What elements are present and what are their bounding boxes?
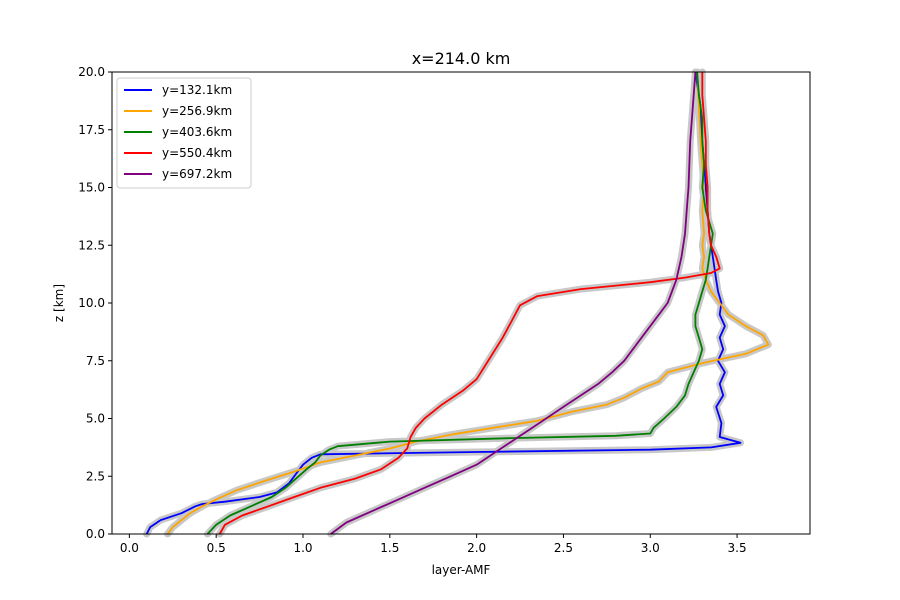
y-tick-label: 0.0: [86, 527, 105, 541]
y-tick-label: 5.0: [86, 412, 105, 426]
x-axis-ticks: 0.0 0.5 1.0 1.5 2.0 2.5 3.0 3.5: [120, 534, 747, 555]
y-tick-label: 2.5: [86, 469, 105, 483]
chart-title: x=214.0 km: [412, 49, 511, 68]
y-axis-label: z [km]: [52, 284, 66, 322]
legend-label: y=550.4km: [162, 146, 232, 160]
x-tick-label: 1.0: [293, 541, 312, 555]
x-tick-label: 2.0: [467, 541, 486, 555]
y-axis-ticks: 0.0 2.5 5.0 7.5 10.0 12.5 15.0 17.5 20.0: [78, 65, 112, 541]
series-line: [330, 71, 697, 535]
y-tick-label: 17.5: [78, 123, 105, 137]
uncertainty-band: [204, 68, 717, 538]
series-line: [206, 71, 714, 535]
y-tick-label: 15.0: [78, 181, 105, 195]
legend: y=132.1km y=256.9km y=403.6km y=550.4km y=69…: [116, 77, 252, 189]
x-tick-label: 2.5: [554, 541, 573, 555]
x-tick-label: 1.5: [380, 541, 399, 555]
series-line: [145, 71, 742, 535]
y-tick-label: 20.0: [78, 65, 105, 79]
x-tick-label: 0.0: [120, 541, 139, 555]
x-tick-label: 0.5: [207, 541, 226, 555]
series-lines: [145, 71, 770, 535]
x-tick-label: 3.5: [728, 541, 747, 555]
legend-label: y=132.1km: [162, 83, 232, 97]
legend-frame: [116, 77, 252, 189]
y-tick-label: 10.0: [78, 296, 105, 310]
legend-label: y=403.6km: [162, 125, 232, 139]
x-axis-label: layer-AMF: [432, 563, 491, 577]
y-tick-label: 12.5: [78, 238, 105, 252]
legend-label: y=697.2km: [162, 167, 232, 181]
x-tick-label: 3.0: [641, 541, 660, 555]
uncertainty-band: [164, 68, 772, 538]
series-line: [218, 72, 721, 535]
y-tick-label: 7.5: [86, 354, 105, 368]
legend-label: y=256.9km: [162, 104, 232, 118]
series-line: [166, 71, 770, 535]
